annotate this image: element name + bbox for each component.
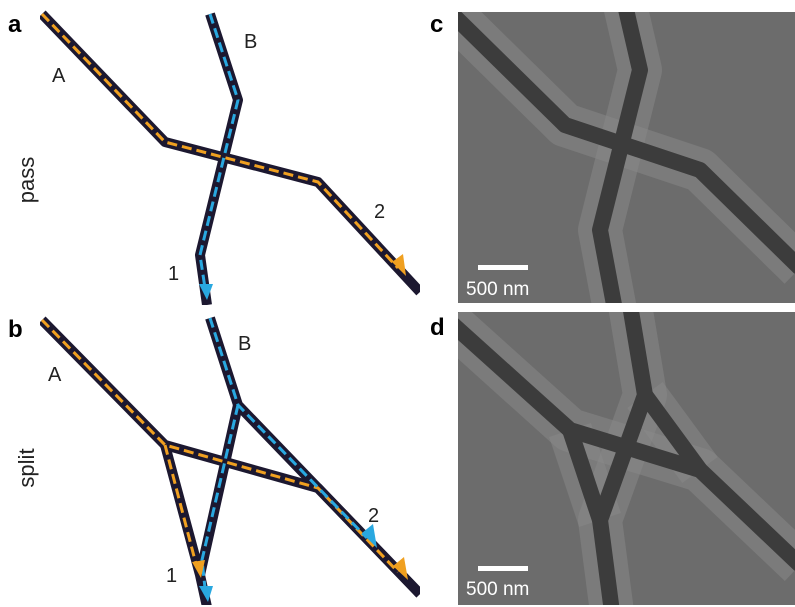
- port-label: 2: [374, 201, 385, 223]
- scale-label: 500 nm: [466, 279, 529, 300]
- port-label: 1: [168, 263, 179, 285]
- panel-letter: b: [8, 316, 23, 343]
- side-label: split: [14, 448, 39, 487]
- port-label: 1: [166, 565, 177, 587]
- scale-label: 500 nm: [466, 579, 529, 600]
- port-label: B: [244, 31, 257, 53]
- port-label: B: [238, 333, 251, 355]
- panel-letter: a: [8, 11, 22, 38]
- panel-c: [450, 5, 795, 310]
- scale-bar: [478, 566, 528, 571]
- port-label: A: [52, 65, 66, 87]
- scale-bar: [478, 265, 528, 270]
- panel-d: [450, 305, 795, 607]
- panel-a: [40, 10, 420, 305]
- side-label: pass: [14, 157, 39, 203]
- port-label: A: [48, 364, 62, 386]
- panel-letter: d: [430, 314, 445, 341]
- panel-letter: c: [430, 11, 443, 38]
- port-label: 2: [368, 505, 379, 527]
- figure: a A B 1 2 pass b A B 1 2 split c 500 nm: [0, 0, 795, 607]
- panel-b: [40, 315, 420, 607]
